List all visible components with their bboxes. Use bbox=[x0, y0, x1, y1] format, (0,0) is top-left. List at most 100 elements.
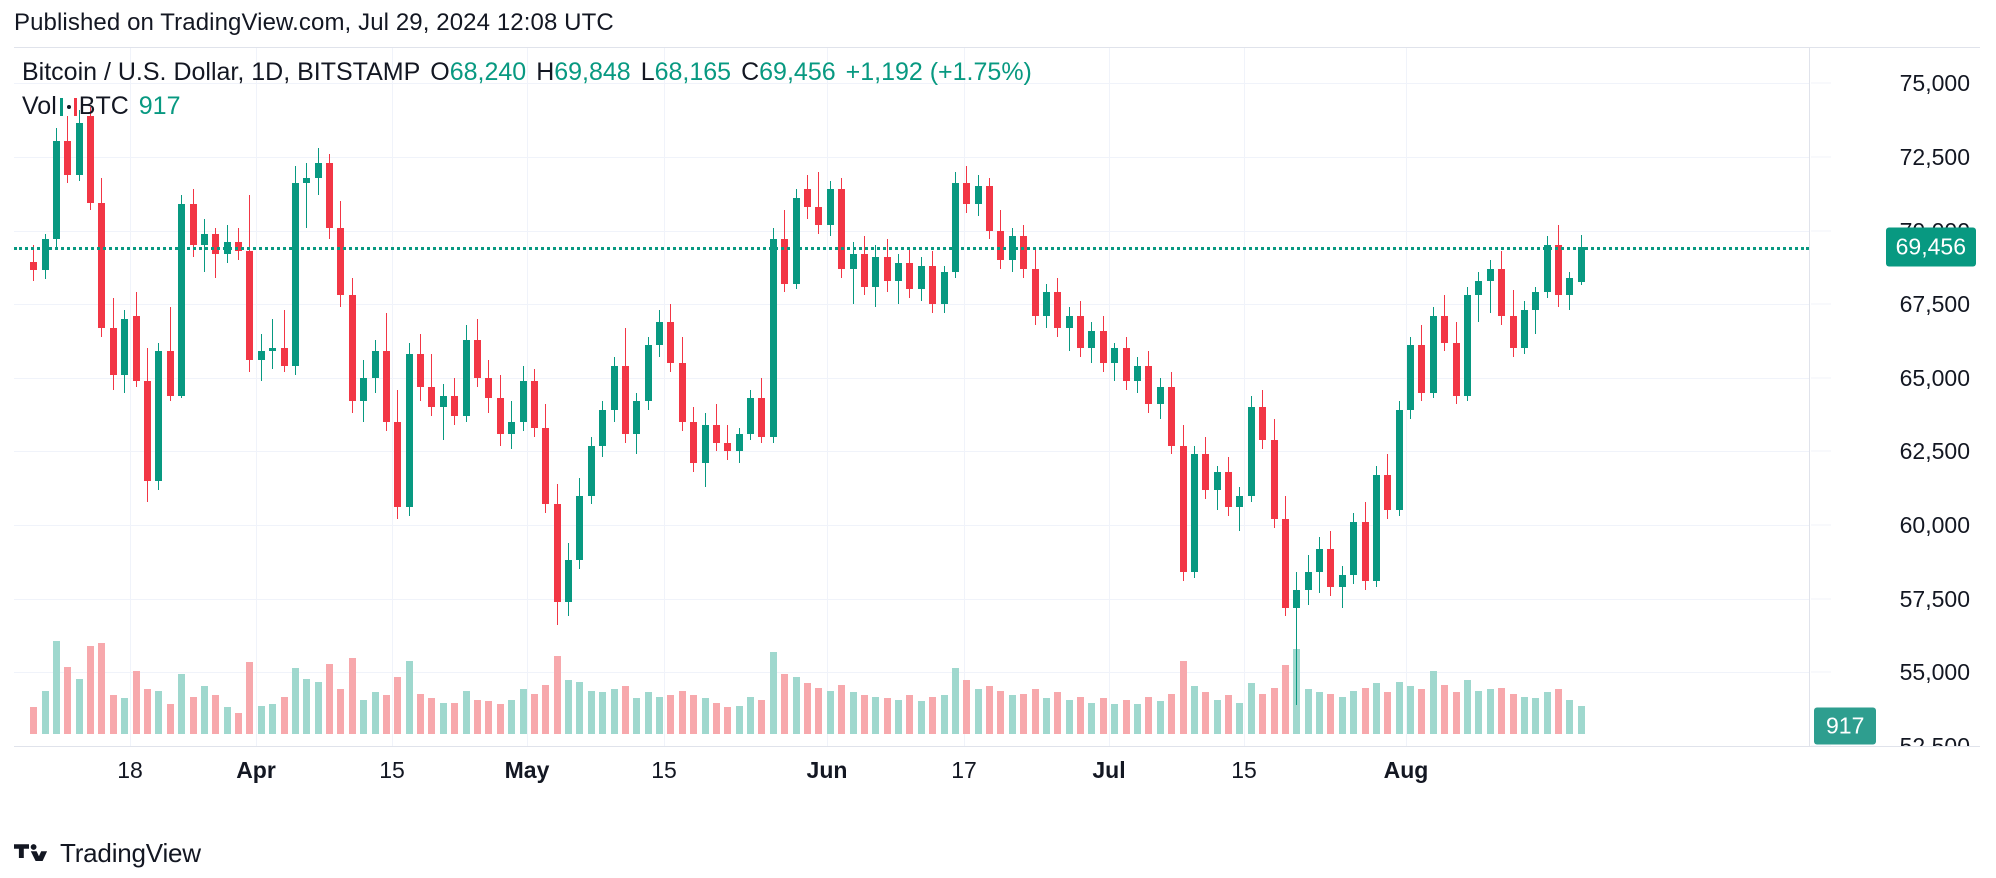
volume-bar bbox=[1088, 702, 1096, 734]
volume-bar bbox=[747, 696, 755, 734]
volume-bar bbox=[405, 660, 413, 734]
candle-wick bbox=[1341, 566, 1343, 608]
price-axis-label: 75,000 bbox=[1899, 70, 1970, 97]
volume-bar bbox=[1418, 689, 1426, 734]
volume-bar bbox=[1543, 692, 1551, 734]
candle-body bbox=[348, 295, 356, 402]
volume-bar bbox=[758, 699, 766, 734]
time-axis-label: 17 bbox=[951, 757, 977, 783]
volume-bar bbox=[815, 687, 823, 734]
volume-bar bbox=[621, 686, 629, 734]
volume-bar bbox=[98, 642, 106, 734]
candle-body bbox=[826, 189, 834, 225]
candle-body bbox=[1372, 475, 1380, 582]
candle-body bbox=[473, 339, 481, 378]
volume-bar bbox=[1327, 693, 1335, 734]
last-volume-badge: 917 bbox=[1814, 707, 1877, 745]
volume-bar bbox=[883, 698, 891, 734]
price-tick-dash bbox=[1811, 156, 1831, 158]
candle-body bbox=[940, 271, 948, 305]
volume-bar bbox=[826, 690, 834, 734]
volume-bar bbox=[951, 668, 959, 734]
time-axis[interactable]: 18 Apr 15 May 15 Jun 17 Jul 15 Aug bbox=[14, 748, 1980, 794]
volume-bar bbox=[1008, 695, 1016, 734]
candle-body bbox=[1452, 342, 1460, 396]
volume-bar bbox=[257, 705, 265, 734]
candle-body bbox=[849, 254, 857, 269]
candle-body bbox=[1145, 366, 1153, 405]
volume-bar bbox=[712, 702, 720, 734]
volume-bar bbox=[1429, 671, 1437, 734]
candle-body bbox=[1509, 316, 1517, 349]
candle-body bbox=[769, 239, 777, 437]
candle-body bbox=[1304, 572, 1312, 590]
volume-bar bbox=[701, 698, 709, 734]
volume-bar bbox=[1395, 681, 1403, 734]
published-caption: Published on TradingView.com, Jul 29, 20… bbox=[14, 9, 614, 36]
volume-bar bbox=[1281, 665, 1289, 734]
volume-bar bbox=[1077, 696, 1085, 734]
last-price-badge: 69,456 bbox=[1885, 227, 1976, 267]
volume-bar bbox=[1054, 692, 1062, 734]
volume-bar bbox=[269, 704, 277, 734]
volume-bar bbox=[792, 677, 800, 734]
volume-bar bbox=[804, 683, 811, 734]
candle-body bbox=[838, 189, 846, 269]
price-axis-label: 60,000 bbox=[1899, 512, 1970, 539]
candle-body bbox=[724, 442, 732, 452]
chart-container[interactable]: 75,00072,50070,00067,50065,00062,50060,0… bbox=[14, 47, 1980, 747]
price-plot-area[interactable] bbox=[14, 48, 1809, 746]
volume-bar bbox=[530, 693, 538, 734]
volume-bar bbox=[132, 671, 140, 734]
price-axis[interactable]: 75,00072,50070,00067,50065,00062,50060,0… bbox=[1809, 48, 1980, 746]
candle-body bbox=[1532, 292, 1540, 311]
candle-body bbox=[64, 140, 72, 175]
candle-wick bbox=[727, 424, 729, 461]
volume-bar bbox=[735, 705, 743, 734]
candle-body bbox=[246, 251, 254, 361]
volume-bar bbox=[644, 692, 652, 734]
volume-bar bbox=[439, 702, 447, 734]
gridline-vertical bbox=[1244, 48, 1245, 746]
gridline-vertical bbox=[392, 48, 393, 746]
candle-body bbox=[405, 354, 413, 508]
candle-body bbox=[667, 321, 675, 364]
volume-bar bbox=[656, 696, 664, 734]
candle-wick bbox=[283, 310, 285, 372]
candle-wick bbox=[431, 354, 433, 417]
volume-bar bbox=[587, 690, 595, 734]
volume-bar bbox=[155, 690, 163, 734]
candle-body bbox=[974, 186, 982, 205]
candle-body bbox=[530, 380, 538, 428]
candle-body bbox=[906, 262, 914, 290]
volume-bar bbox=[690, 695, 698, 734]
candle-body bbox=[815, 207, 823, 225]
volume-bar bbox=[41, 690, 49, 734]
volume-bar bbox=[1236, 702, 1244, 734]
volume-bar bbox=[223, 707, 231, 734]
candle-wick bbox=[272, 318, 274, 370]
volume-bar bbox=[895, 699, 903, 734]
candle-body bbox=[394, 422, 402, 508]
price-axis-label: 52,500 bbox=[1899, 733, 1970, 746]
volume-bar bbox=[565, 680, 573, 734]
candle-body bbox=[1566, 277, 1574, 296]
volume-bar bbox=[496, 704, 504, 734]
candle-body bbox=[1407, 345, 1415, 411]
candle-wick bbox=[442, 383, 444, 440]
volume-bar bbox=[1407, 686, 1415, 734]
volume-bar bbox=[200, 686, 208, 734]
candle-body bbox=[371, 351, 379, 378]
candle-body bbox=[895, 262, 903, 281]
gridline-vertical bbox=[1109, 48, 1110, 746]
volume-bar bbox=[166, 704, 174, 734]
candle-body bbox=[951, 183, 959, 272]
volume-bar bbox=[235, 713, 243, 734]
volume-bar bbox=[1555, 689, 1563, 734]
volume-bar bbox=[1099, 698, 1107, 734]
volume-bar bbox=[1156, 701, 1164, 734]
gridline-vertical bbox=[130, 48, 131, 746]
volume-bar bbox=[724, 707, 732, 734]
candle-body bbox=[1384, 475, 1392, 511]
volume-bar bbox=[849, 692, 857, 734]
